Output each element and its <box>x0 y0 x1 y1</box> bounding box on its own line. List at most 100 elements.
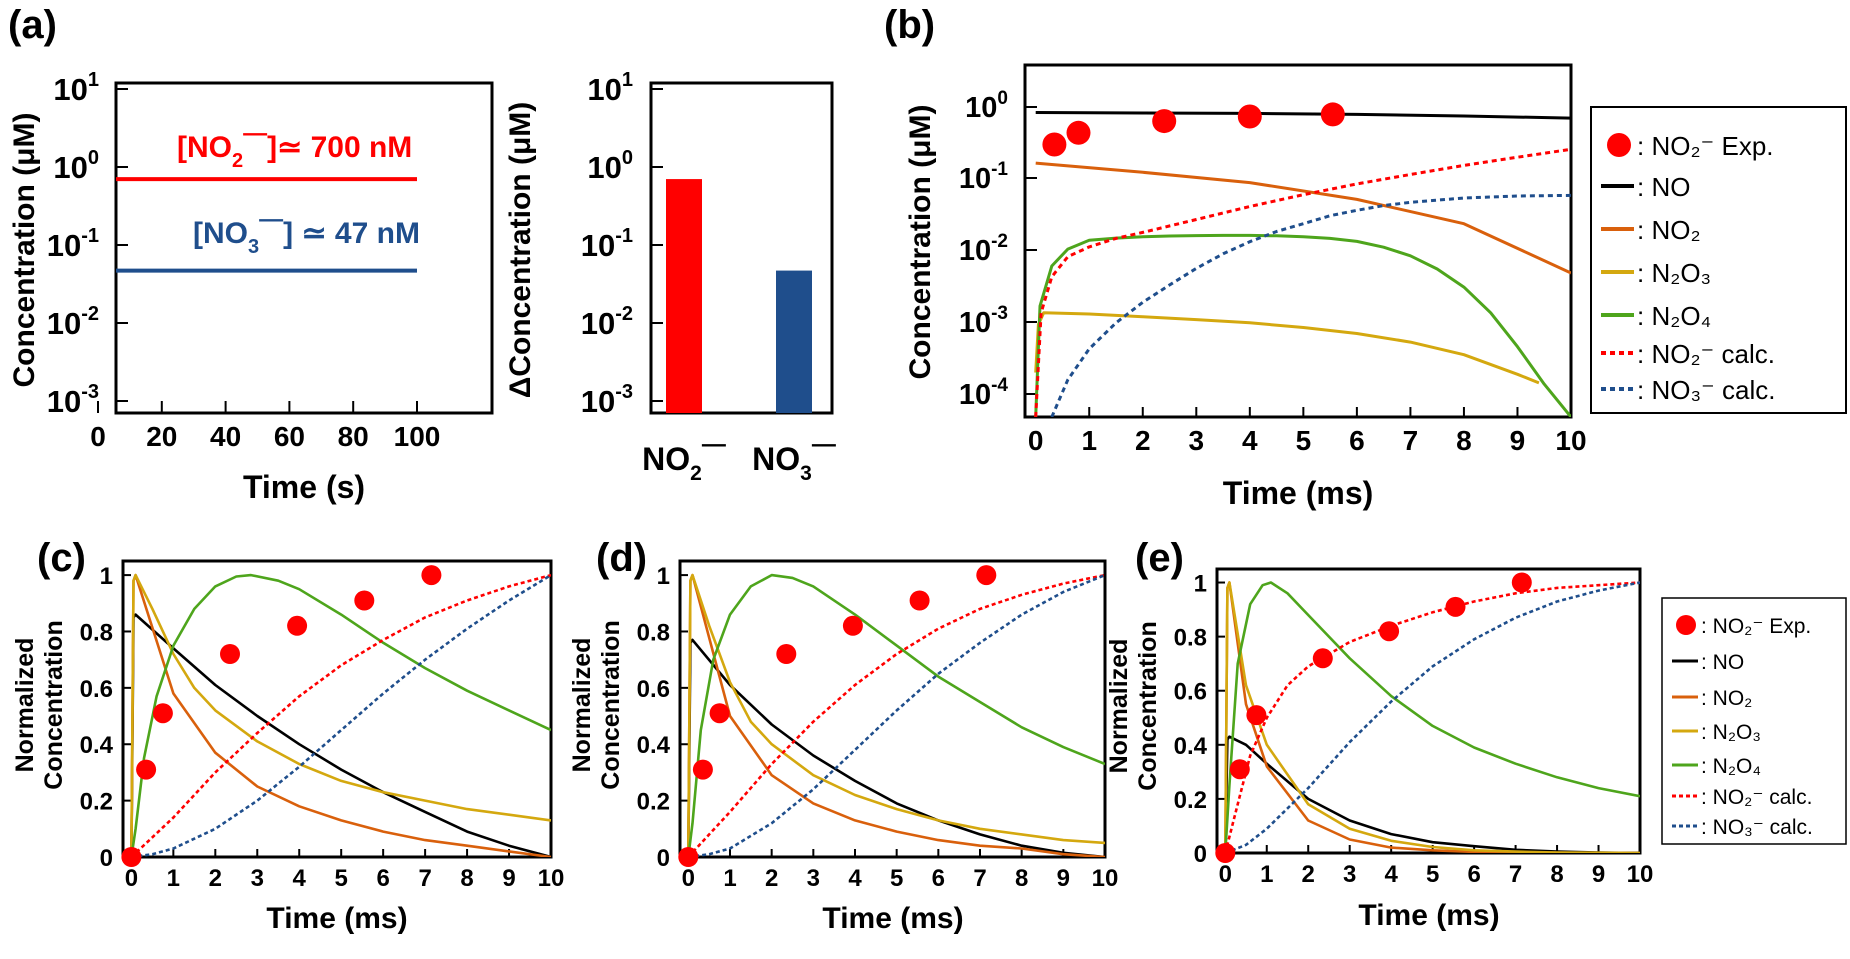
y-ticks-d: 0 0.2 0.4 0.6 0.8 1 <box>637 563 688 872</box>
data-point-no2-exp <box>136 759 157 780</box>
series-line-no3-calc <box>1050 193 1571 417</box>
x-tick-label: 1 <box>1260 861 1273 888</box>
y-tick-label: 1 <box>100 563 113 590</box>
data-point-no2-exp <box>421 565 442 586</box>
panel-e-chart: (e) 0 0.2 0.4 0.6 0.8 1 Normalized Concentrat… <box>1105 536 1847 932</box>
plot-frame-d <box>678 559 1107 859</box>
panel-label-e: (e) <box>1135 536 1184 580</box>
y-ticks-c: 0 0.2 0.4 0.6 0.8 1 <box>80 563 131 872</box>
y-ticks-a <box>116 88 128 402</box>
data-point-no2-exp <box>842 615 863 636</box>
x-tick-label: 6 <box>1467 861 1480 888</box>
x-tick-label: 1 <box>723 865 736 892</box>
data-point-no2-exp <box>152 703 173 724</box>
series-line-no2-calc <box>1224 581 1640 853</box>
legend-e: : NO₂⁻ Exp. : NO : NO₂ : N₂O₃ : N₂O₄ : N… <box>1661 597 1847 845</box>
data-point-no2-exp <box>678 847 699 867</box>
panel-label-d: (d) <box>596 536 647 580</box>
y-tick-label: 100 <box>587 147 633 185</box>
x-axis-label-d: Time (ms) <box>822 902 963 935</box>
series-line-no3-calc <box>1224 581 1640 853</box>
panel-d-chart: (d) 0 0.2 0.4 0.6 0.8 1 Normalized Concentrat… <box>568 536 1118 935</box>
x-tick-label: 5 <box>1296 425 1312 456</box>
x-tick-label: 2 <box>1302 861 1315 888</box>
x-tick-label: 10 <box>1627 861 1654 888</box>
x-tick-label: 8 <box>1015 865 1028 892</box>
data-point-no2-exp <box>1445 596 1466 617</box>
data-point-no2-exp <box>1215 843 1236 863</box>
panel-label-a: (a) <box>8 3 57 47</box>
x-tick-label: 0 <box>1028 425 1044 456</box>
y-tick-label: 100 <box>53 147 99 185</box>
series-e <box>1224 581 1640 853</box>
y-tick-label: 10-1 <box>959 159 1009 195</box>
x-tick-label: 3 <box>1343 861 1356 888</box>
y-ticks-e: 0 0.2 0.4 0.6 0.8 1 <box>1174 571 1225 868</box>
x-tick-label: 7 <box>1509 861 1522 888</box>
x-tick-label: 6 <box>376 865 389 892</box>
x-tick-label: 7 <box>973 865 986 892</box>
legend-b-label-no2calc: : NO₂⁻ calc. <box>1637 339 1775 369</box>
y-tick-label: 0.6 <box>80 676 113 703</box>
y-tick-label: 10-3 <box>581 381 633 419</box>
legend-b-marker-no2exp <box>1607 133 1631 157</box>
y-tick-label: 10-3 <box>959 303 1008 339</box>
y-axis-label-e-2: Concentration <box>1134 621 1162 790</box>
x-tick-label: 6 <box>1349 425 1365 456</box>
data-point-no2-exp <box>692 759 713 780</box>
series-a <box>116 177 417 273</box>
y-tick-label: 0.4 <box>637 732 671 759</box>
x-tick-label: 40 <box>210 421 241 452</box>
y-axis-label-a-bar: ΔConcentration (μM) <box>504 102 537 399</box>
x-ticks-a: 0 20 40 60 80 100 <box>90 401 440 452</box>
y-tick-label: 10-1 <box>47 225 99 263</box>
series-line-n2o3 <box>1034 311 1540 385</box>
x-tick-label: 0 <box>90 421 106 452</box>
data-point-no2-exp <box>121 847 142 867</box>
legend-e-label-no: : NO <box>1701 651 1744 674</box>
y-axis-label-c-2: Concentration <box>40 620 68 789</box>
x-tick-label: 2 <box>209 865 222 892</box>
series-line-no2 <box>1035 161 1571 275</box>
x-axis-label-b: Time (ms) <box>1223 475 1374 511</box>
y-tick-label: 10-2 <box>959 231 1008 267</box>
series-line-n2o3 <box>130 573 551 857</box>
x-axis-label-c: Time (ms) <box>266 902 407 935</box>
legend-b-label-n2o3: : N₂O₃ <box>1637 258 1711 288</box>
y-tick-label: 0.6 <box>637 676 670 703</box>
y-tick-label: 101 <box>53 69 99 107</box>
data-point-no2-exp <box>1511 572 1532 593</box>
y-tick-label: 101 <box>587 69 633 107</box>
x-tick-label: 0 <box>125 865 138 892</box>
y-tick-label: 0.2 <box>637 789 670 816</box>
y-ticks-a-bar <box>651 88 663 402</box>
x-tick-label: 60 <box>274 421 305 452</box>
panel-label-b: (b) <box>884 3 935 47</box>
series-line-no2-calc <box>130 573 551 857</box>
y-axis-label-c-1: Normalized <box>11 638 39 773</box>
data-point-no2-exp <box>1229 759 1250 780</box>
x-tick-label: 3 <box>1189 425 1205 456</box>
x-tick-label: 7 <box>1403 425 1419 456</box>
x-ticks-c: 0 1 2 3 4 5 6 7 8 9 10 <box>125 849 565 892</box>
x-tick-label: 10 <box>538 865 565 892</box>
legend-b-box <box>1590 106 1847 414</box>
bar-no2 <box>666 179 702 413</box>
y-tick-label: 0.2 <box>80 789 113 816</box>
panel-a-bar-chart: 101 100 10-1 10-2 10-3 ΔConcentration (μ… <box>504 69 836 485</box>
y-tick-label: 0.8 <box>637 619 670 646</box>
plot-frame-a-bar <box>649 81 834 415</box>
x-tick-label: 4 <box>1384 861 1398 888</box>
x-tick-label: 1 <box>167 865 180 892</box>
x-tick-label: 4 <box>848 865 862 892</box>
y-tick-labels-b: 100 10-1 10-2 10-3 10-4 <box>959 88 1009 411</box>
plot-frame-c <box>121 559 553 859</box>
plot-frame-e <box>1215 567 1642 855</box>
legend-e-label-n2o3: : N₂O₃ <box>1701 721 1761 744</box>
series-line-no3-calc <box>688 573 1105 857</box>
x-tick-label: 7 <box>418 865 431 892</box>
data-point-no2-exp <box>1312 648 1333 669</box>
y-tick-label: 0.4 <box>80 732 114 759</box>
x-tick-label: 10 <box>1092 865 1119 892</box>
annotation-no3: [NO3—] ≃ 47 nM <box>193 206 420 258</box>
